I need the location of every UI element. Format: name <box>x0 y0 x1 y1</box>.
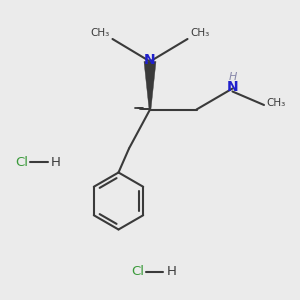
Text: N: N <box>227 80 238 94</box>
Text: Cl: Cl <box>131 265 144 278</box>
Text: CH₃: CH₃ <box>266 98 286 109</box>
Text: N: N <box>144 53 156 67</box>
Text: CH₃: CH₃ <box>190 28 209 38</box>
Text: Cl: Cl <box>16 155 28 169</box>
Text: H: H <box>167 265 176 278</box>
Text: H: H <box>228 72 237 82</box>
Text: H: H <box>51 155 61 169</box>
Text: CH₃: CH₃ <box>91 28 110 38</box>
Polygon shape <box>144 61 156 110</box>
